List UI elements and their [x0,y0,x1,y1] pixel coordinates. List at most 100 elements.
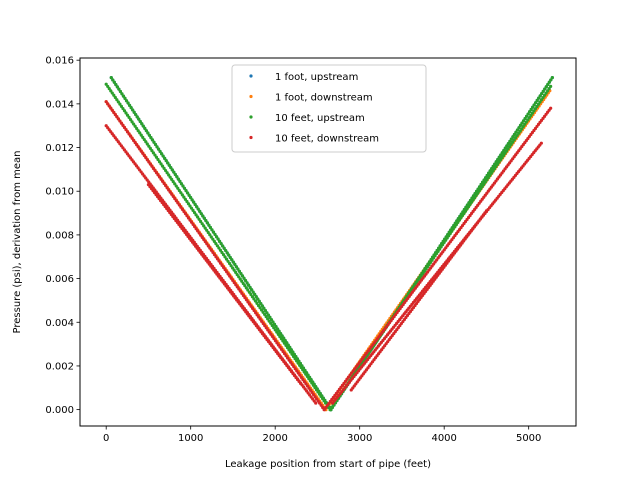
series-2-point [523,116,527,121]
series-2-point [546,89,550,93]
series-2-point [503,151,507,155]
series-2-point [222,246,226,250]
series-2-point [473,196,477,200]
series-2-point [330,405,334,409]
series-2-point [498,158,503,162]
series-2-point [496,157,500,162]
series-2-point [535,104,539,109]
series-2-point [192,200,196,204]
series-2-point [541,89,545,93]
series-2-point [123,96,127,100]
series-2-point [524,114,529,118]
series-2-point [542,93,547,97]
series-2-point [254,295,258,299]
series-2-point [497,160,501,164]
series-2-point [511,135,515,139]
series-2-point [198,209,202,213]
series-2-point [538,100,542,104]
series-2-point [444,238,448,242]
series-2-point [175,175,179,179]
series-2-point [251,290,255,294]
series-2-point [544,85,548,89]
series-3-point [298,381,303,386]
series-2-point [490,167,494,171]
series-2-point [248,285,252,290]
series-2-point [214,235,219,239]
legend: 1 foot, upstream 1 foot, downstream 10 fee… [231,64,427,153]
y-tick-label: 0.006 [45,274,74,285]
series-2-point [549,78,553,82]
series-2-point [160,152,164,156]
series-2-point [172,170,176,174]
series-2-point [520,127,524,131]
series-2-point [529,113,533,117]
series-2-point [441,243,445,247]
series-2-point [517,131,521,135]
series-2-point [156,147,161,151]
series-2-point [228,255,232,260]
series-2-point [127,103,132,107]
x-axis-label: Leakage position from start of pipe (fee… [225,459,431,470]
series-2-point [210,228,214,232]
series-2-point [126,101,130,105]
series-2-point [476,191,480,195]
series-2-point [453,225,457,229]
series-2-point [495,162,500,167]
series-2-point [137,117,141,121]
series-2-point [532,109,536,113]
series-2-point [225,251,229,255]
series-2-point [250,288,254,292]
y-axis: 0.000 0.002 0.004 0.006 0.008 0.010 0.012 0.014… [45,56,80,416]
series-2-point [201,214,205,218]
series-2-point [469,200,474,204]
series-2-point [526,118,530,122]
series-2-point [430,258,434,262]
series-2-point [253,292,257,296]
legend-box [231,64,427,153]
series-2-point [540,91,544,96]
series-2-point [506,147,510,151]
series-2-point [541,95,545,100]
series-2-point [550,76,554,80]
series-2-point [424,267,428,271]
x-tick-label: 0 [103,433,109,444]
y-tick-label: 0.014 [45,99,74,110]
series-2-point [199,212,203,216]
series-2-point [521,124,525,129]
series-2-point [202,216,206,220]
series-2-point [491,164,495,168]
series-2-point [465,207,469,211]
series-2-point [266,313,271,317]
series-2-point [459,216,463,220]
series-2-point [170,168,174,172]
series-2-point [520,121,524,125]
series-2-point [132,110,136,114]
series-2-point [216,237,220,241]
series-2-point [217,239,222,243]
y-tick-label: 0.004 [45,318,74,329]
legend-label: 1 foot, downstream [275,93,373,104]
series-2-point [494,165,498,169]
y-tick-label: 0.008 [45,230,74,241]
series-2-point [120,92,124,96]
legend-marker [249,135,253,140]
series-2-point [196,207,200,211]
series-2-point [259,301,263,306]
legend-marker [249,94,253,99]
series-2-point [115,85,119,89]
series-2-point [521,119,526,123]
series-2-point [508,139,512,143]
series-2-point [547,80,551,84]
series-2-point [539,98,544,102]
series-2-point [176,177,180,181]
y-tick-label: 0.016 [45,56,74,67]
legend-label: 1 foot, upstream [275,72,358,83]
series-2-point [447,234,451,238]
series-3-point [549,106,553,110]
x-axis: 0 1000 2000 3000 4000 5000 [103,426,541,444]
series-2-point [135,115,139,119]
series-2-point [518,123,523,127]
series-2-point [544,91,548,95]
series-2-point [451,227,455,231]
series-2-point [234,265,238,269]
